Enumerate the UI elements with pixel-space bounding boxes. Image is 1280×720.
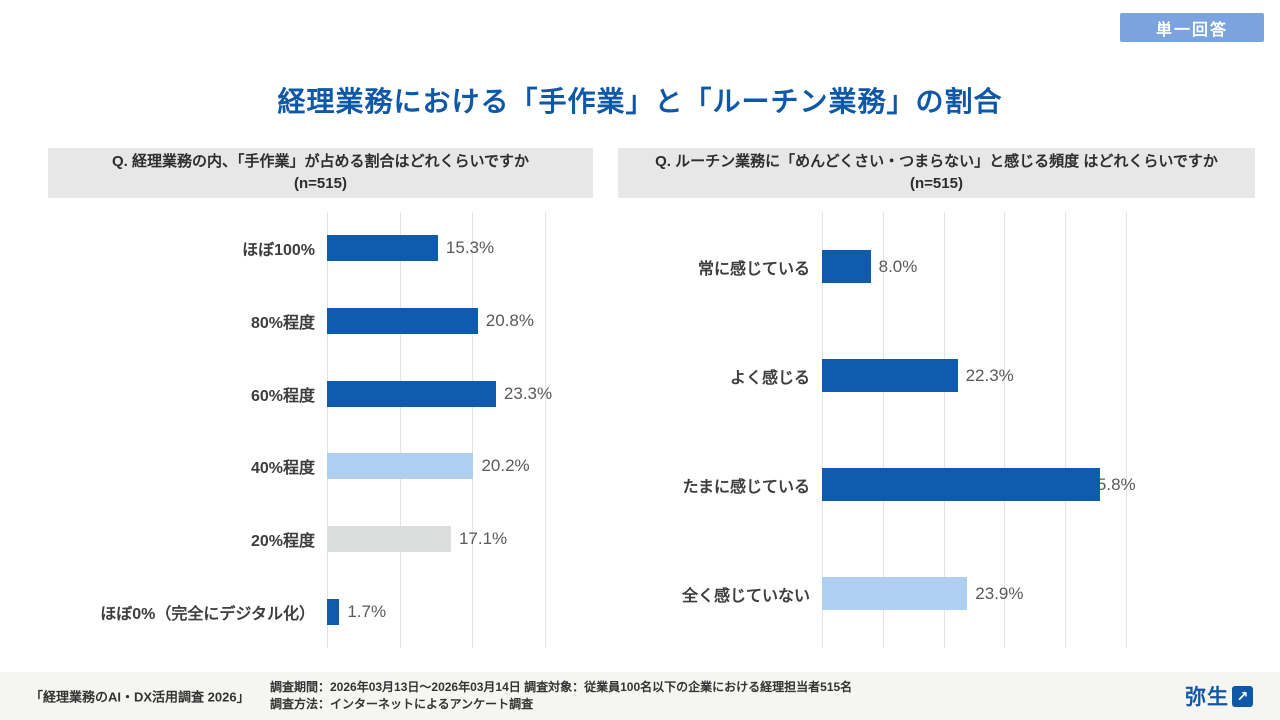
gridline — [822, 212, 823, 648]
bar-area: 1.7% — [327, 598, 593, 625]
bar-chart-left: ほぼ100% 15.3% 80%程度 20.8% 60%程度 23.3% 40%程度 20.2… — [48, 212, 593, 648]
yayoi-arrow-icon: ↗ — [1232, 685, 1253, 707]
value-label: 22.3% — [965, 365, 1014, 385]
question-header-right: Q. ルーチン業務に「めんどくさい・つまらない」と感じる頻度 はどれくらいですか… — [618, 148, 1255, 198]
chart-row: 80%程度 20.8% — [48, 285, 593, 358]
bar — [822, 359, 958, 392]
survey-source-label: 「経理業務のAI・DX活用調査 2026」 — [30, 689, 250, 705]
question-sample-size: (n=515) — [294, 175, 347, 192]
chart-row: 40%程度 20.2% — [48, 430, 593, 503]
bar — [327, 526, 451, 553]
category-label: 40%程度 — [250, 460, 315, 478]
bar — [327, 235, 438, 262]
gridline — [544, 212, 546, 648]
bar — [822, 250, 871, 283]
footer: 「経理業務のAI・DX活用調査 2026」 調査期間：2026年03月13日〜2… — [0, 672, 1280, 720]
category-label: ほぼ0%（完全にデジタル化） — [100, 605, 315, 623]
bar-chart-right: 常に感じている 8.0% よく感じる 22.3% たまに感じている 45.8% 全く感じてい… — [618, 212, 1255, 648]
category-label: 60%程度 — [250, 387, 315, 405]
gridline — [1126, 212, 1127, 648]
bar-area: 23.9% — [822, 577, 1255, 610]
gridline — [882, 212, 884, 648]
category-label: ほぼ100% — [242, 242, 315, 260]
question-sample-size: (n=515) — [910, 175, 963, 192]
value-label: 15.3% — [445, 238, 495, 258]
bar-area: 20.8% — [327, 308, 593, 334]
bar-area: 8.0% — [822, 250, 1255, 283]
page-title: 経理業務における「手作業」と「ルーチン業務」の割合 — [277, 86, 1003, 117]
answer-type-badge: 単一回答 — [1120, 13, 1264, 42]
gridline — [399, 212, 401, 648]
bar — [822, 468, 1101, 501]
yayoi-logo-text: 弥生 — [1185, 686, 1229, 709]
gridline — [1065, 212, 1067, 648]
chart-rows: ほぼ100% 15.3% 80%程度 20.8% 60%程度 23.3% 40%程度 20.2… — [48, 212, 593, 648]
value-label: 20.2% — [481, 456, 530, 476]
chart-routine-feeling: Q. ルーチン業務に「めんどくさい・つまらない」と感じる頻度 はどれくらいですか… — [618, 148, 1255, 648]
bar-area: 22.3% — [822, 359, 1255, 392]
gridline — [943, 212, 945, 648]
gridline — [1004, 212, 1006, 648]
chart-row: ほぼ100% 15.3% — [48, 212, 593, 285]
survey-period-line: 調査期間：2026年03月13日〜2026年03月14日 調査対象：従業員100… — [270, 680, 853, 695]
gridline — [472, 212, 473, 648]
category-label: 80%程度 — [250, 315, 315, 332]
question-header-left: Q. 経理業務の内、「手作業」が占める割合はどれくらいですか (n=515) — [48, 148, 593, 198]
value-label: 17.1% — [458, 529, 508, 549]
category-label: 20%程度 — [250, 533, 315, 551]
chart-rows: 常に感じている 8.0% よく感じる 22.3% たまに感じている 45.8% 全く感じてい… — [618, 212, 1255, 648]
category-label: よく感じる — [729, 369, 810, 387]
question-text: Q. 経理業務の内、「手作業」が占める割合はどれくらいですか — [111, 152, 530, 170]
chart-row: 60%程度 23.3% — [48, 357, 593, 430]
bar-area: 23.3% — [327, 380, 593, 407]
value-label: 23.9% — [975, 583, 1024, 603]
chart-row: 全く感じていない 23.9% — [618, 539, 1255, 648]
survey-method-line: 調査方法：インターネットによるアンケート調査 — [270, 697, 534, 711]
category-label: 常に感じている — [697, 260, 810, 278]
chart-row: ほぼ0%（完全にデジタル化） 1.7% — [48, 575, 593, 648]
yayoi-logo: 弥生 ↗ — [1185, 681, 1253, 711]
chart-row: よく感じる 22.3% — [618, 321, 1255, 430]
bar-area: 15.3% — [327, 235, 593, 262]
survey-details: 調査期間：2026年03月13日〜2026年03月14日 調査対象：従業員100… — [270, 679, 852, 713]
chart-manual-work: Q. 経理業務の内、「手作業」が占める割合はどれくらいですか (n=515) ほ… — [48, 148, 593, 648]
question-text: Q. ルーチン業務に「めんどくさい・つまらない」と感じる頻度 はどれくらいですか — [655, 152, 1218, 170]
value-label: 20.8% — [485, 311, 534, 330]
chart-row: 20%程度 17.1% — [48, 503, 593, 576]
category-label: たまに感じている — [682, 478, 810, 496]
value-label: 8.0% — [878, 256, 918, 276]
value-label: 23.3% — [503, 383, 553, 403]
bar-area: 20.2% — [327, 453, 593, 480]
category-label: 全く感じていない — [681, 587, 810, 605]
bar — [327, 308, 478, 334]
bar-area: 17.1% — [327, 526, 593, 553]
bar-area: 45.8% — [822, 468, 1255, 501]
bar — [327, 453, 474, 480]
bar — [327, 598, 340, 625]
gridline — [327, 212, 328, 648]
value-label: 1.7% — [347, 601, 387, 621]
bar — [327, 380, 496, 407]
bar — [822, 577, 968, 610]
chart-row: 常に感じている 8.0% — [618, 212, 1255, 321]
chart-row: たまに感じている 45.8% — [618, 430, 1255, 539]
